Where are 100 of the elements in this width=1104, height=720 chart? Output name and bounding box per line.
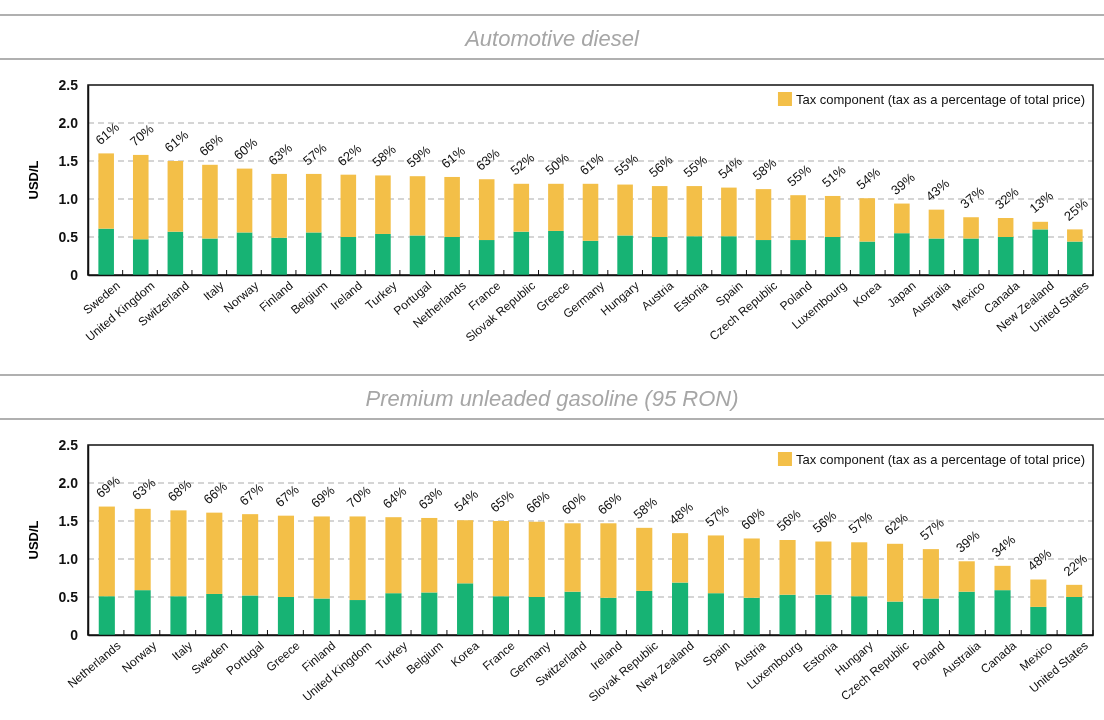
y-tick-label: 2.0 — [58, 114, 79, 131]
chart-title: Automotive diesel — [463, 26, 640, 51]
y-tick-label: 1.5 — [58, 152, 79, 169]
bar — [242, 595, 259, 635]
bar — [600, 523, 617, 598]
annotation: 54% — [715, 153, 746, 182]
annotation: 61% — [161, 126, 192, 156]
bar — [651, 186, 668, 237]
bar — [513, 231, 530, 275]
bar — [444, 237, 460, 275]
bar — [206, 593, 223, 635]
bar — [528, 597, 545, 635]
y-tick-label: 0 — [70, 266, 79, 283]
bar — [824, 195, 841, 237]
bar — [721, 236, 737, 275]
annotation: 61% — [438, 142, 469, 172]
annotation: 51% — [818, 161, 849, 191]
bar — [492, 521, 509, 597]
annotation: 68% — [164, 476, 195, 505]
annotation: 25% — [1061, 195, 1092, 224]
annotation: 39% — [952, 527, 983, 556]
annotation: 61% — [92, 119, 123, 148]
annotation: 70% — [343, 482, 374, 511]
bar — [444, 176, 460, 237]
bar — [582, 183, 599, 241]
bar — [815, 594, 832, 635]
annotation: 57% — [702, 501, 733, 530]
annotation: 70% — [127, 120, 157, 150]
annotation: 13% — [1026, 187, 1057, 217]
annotation: 48% — [666, 498, 697, 528]
bar — [305, 232, 322, 275]
annotation: 37% — [957, 183, 988, 212]
annotation: 55% — [784, 161, 815, 190]
y-tick-label: 2.0 — [58, 474, 79, 491]
bar — [617, 184, 633, 236]
y-tick-label: 1.0 — [58, 550, 79, 567]
annotation: 55% — [611, 150, 642, 179]
bar — [894, 203, 910, 234]
bar — [206, 512, 223, 594]
bar — [134, 590, 151, 635]
bar — [636, 590, 653, 635]
annotation: 58% — [630, 493, 661, 523]
bar — [994, 565, 1011, 591]
bar — [997, 218, 1014, 237]
bar — [707, 535, 724, 594]
bar — [457, 583, 474, 635]
bar — [340, 237, 357, 275]
bar — [755, 189, 772, 241]
bar — [513, 183, 530, 232]
annotation: 50% — [542, 149, 573, 179]
bar — [170, 596, 187, 635]
legend-label: Tax component (tax as a percentage of total price) — [795, 452, 1085, 467]
bar — [478, 179, 495, 241]
bar — [202, 238, 218, 275]
bar — [617, 235, 633, 275]
annotation: 63% — [473, 145, 503, 174]
bar — [1032, 229, 1049, 275]
bar — [134, 508, 151, 591]
y-tick-label: 2.5 — [58, 76, 79, 93]
bar — [492, 596, 509, 635]
legend-label: Tax component (tax as a percentage of total price) — [795, 92, 1085, 107]
bar — [167, 231, 184, 275]
annotation: 48% — [1024, 545, 1055, 574]
bar — [672, 533, 689, 583]
bar — [528, 521, 545, 597]
bar — [1067, 241, 1083, 275]
bar — [922, 549, 939, 599]
bar — [564, 523, 581, 592]
bar — [170, 510, 187, 597]
bar — [271, 173, 287, 238]
bar — [958, 591, 975, 635]
bar — [582, 240, 599, 275]
bar — [1030, 606, 1047, 635]
x-tick-label: Italy — [200, 278, 227, 304]
bar — [271, 237, 287, 275]
y-axis-title: USD/L — [26, 160, 41, 200]
annotation: 66% — [196, 130, 227, 160]
bar — [349, 600, 366, 635]
x-tick-label: Italy — [169, 638, 196, 664]
annotation: 55% — [680, 151, 711, 181]
bar — [686, 186, 703, 237]
bar — [478, 240, 495, 275]
bar — [851, 542, 868, 597]
bar — [755, 240, 772, 275]
bar — [743, 538, 760, 598]
annotation: 67% — [272, 481, 303, 510]
annotation: 60% — [738, 504, 768, 533]
bar — [132, 239, 149, 275]
annotation: 64% — [379, 483, 410, 512]
bar — [994, 590, 1011, 635]
bar — [202, 164, 218, 239]
bar — [922, 598, 939, 635]
bar — [98, 153, 114, 229]
bar — [385, 593, 402, 635]
bar — [894, 233, 910, 275]
bar — [779, 540, 796, 595]
annotation: 66% — [523, 487, 553, 517]
bar — [242, 514, 259, 596]
bar — [886, 543, 904, 602]
annotation: 63% — [415, 483, 446, 513]
